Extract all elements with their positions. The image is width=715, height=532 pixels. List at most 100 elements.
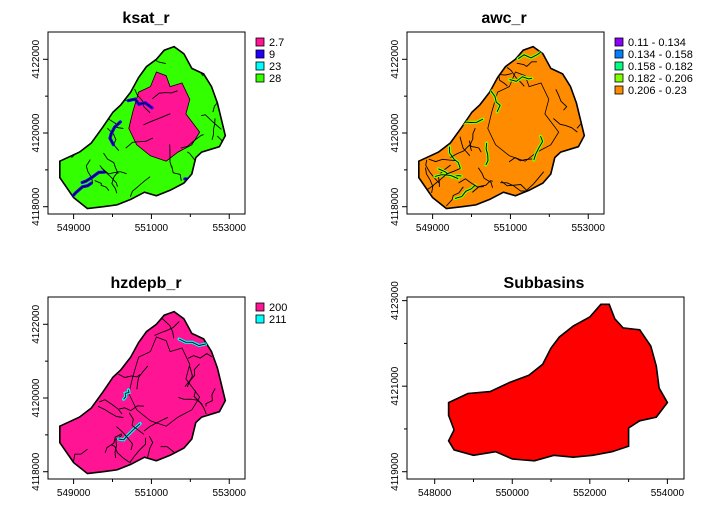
soil-boundary-line [555, 89, 568, 111]
x-tick-label: 551000 [135, 488, 169, 499]
soil-boundary-line [104, 433, 123, 454]
soil-boundary-line [468, 140, 482, 153]
soil-boundary-line [99, 399, 123, 415]
panel-title-subbasins: Subbasins [504, 275, 585, 292]
soil-boundary-line [143, 113, 171, 126]
y-tick-label: 4122000 [31, 39, 42, 78]
soil-boundary-line [553, 118, 578, 133]
legend-swatch [255, 73, 265, 83]
panel-1-plot: 549000 551000 553000 4118000 4120000 4122000 0… [390, 31, 693, 234]
plot-frame [47, 31, 246, 215]
x-tick-label: 549000 [57, 223, 91, 234]
soil-boundary-line [187, 353, 213, 359]
soil-boundary-line [459, 136, 471, 156]
soil-boundary-line [506, 67, 525, 87]
soil-boundary-line [97, 405, 124, 418]
soil-boundary-line [119, 405, 144, 412]
y-tick-label: 4122000 [31, 304, 42, 343]
panel-2-plot: 549000 551000 553000 4118000 4120000 4122000 2… [31, 296, 287, 499]
soil-boundary-line [449, 146, 461, 169]
soil-boundary-line [129, 437, 147, 463]
x-tick-label: 549000 [57, 488, 91, 499]
legend-swatch [614, 61, 624, 71]
y-tick-label: 4119000 [390, 452, 401, 491]
x-tick-label: 548000 [418, 488, 452, 499]
soil-boundary-line [111, 444, 131, 464]
legend-label: 0.206 - 0.23 [628, 85, 687, 97]
soil-boundary-line [425, 159, 440, 184]
x-tick-label: 550000 [496, 488, 530, 499]
soil-boundary-line [434, 174, 459, 180]
soil-boundary-line [454, 184, 476, 199]
legend-label: 0.134 - 0.158 [628, 49, 693, 61]
soil-boundary-line [169, 144, 173, 169]
y-tick-label: 4118000 [390, 187, 401, 226]
y-tick-label: 4120000 [31, 113, 42, 152]
soil-boundary-line [134, 88, 151, 114]
y-tick-label: 4120000 [390, 113, 401, 152]
soil-boundary-line [193, 390, 207, 415]
soil-boundary-line [103, 152, 119, 174]
legend-swatch [255, 61, 265, 71]
soil-boundary-line [146, 435, 154, 461]
legend-swatch [614, 49, 624, 59]
legend-swatch [255, 302, 265, 312]
x-tick-label: 554000 [651, 488, 685, 499]
soil-boundary-line [85, 159, 94, 183]
soil-boundary-line [118, 373, 141, 378]
soil-boundary-line [128, 412, 145, 435]
plot-frame [406, 31, 605, 215]
x-tick-label: 553000 [213, 488, 247, 499]
soil-boundary-line [94, 180, 110, 191]
soil-boundary-line [136, 365, 149, 390]
soil-boundary-line [445, 186, 464, 207]
y-tick-label: 4118000 [31, 452, 42, 491]
soil-boundary-line [111, 171, 119, 194]
y-tick-label: 4118000 [31, 187, 42, 226]
legend-label: 0.11 - 0.134 [628, 37, 686, 49]
y-tick-label: 4121000 [390, 366, 401, 405]
x-tick-label: 551000 [494, 223, 528, 234]
legend-label: 9 [269, 49, 275, 61]
panel-0-plot: 549000 551000 553000 4118000 4120000 4122000 2… [31, 31, 284, 234]
soil-boundary-line [178, 338, 207, 346]
x-tick-label: 551000 [135, 223, 169, 234]
panel-ksat: ksat_r [122, 10, 169, 27]
soil-boundary-line [485, 143, 489, 166]
soil-boundary-line [205, 388, 216, 407]
plot-frame [47, 296, 246, 480]
soil-boundary-line [125, 137, 154, 149]
soil-boundary-line [128, 98, 153, 109]
legend-label: 200 [269, 302, 287, 314]
legend-swatch [614, 73, 624, 83]
soil-boundary-line [433, 167, 461, 186]
y-tick-label: 4123000 [390, 281, 401, 320]
soil-boundary-line [509, 76, 533, 82]
soil-boundary-line [490, 90, 501, 112]
soil-boundary-line [211, 118, 216, 140]
soil-units [418, 48, 585, 207]
soil-boundary-line [428, 158, 456, 163]
legend-swatch [255, 37, 265, 47]
plot-frame [406, 296, 685, 480]
core-unit [128, 336, 201, 427]
soil-boundary-line [123, 389, 130, 400]
soil-boundary-line [184, 365, 193, 387]
panel-awc: awc_r [481, 10, 526, 27]
legend-swatch [614, 85, 624, 95]
soil-boundary-line [170, 165, 182, 181]
x-tick-label: 552000 [573, 488, 607, 499]
legend-label: 211 [269, 314, 287, 326]
soil-boundary-line [500, 182, 528, 192]
soil-boundary-line [82, 171, 105, 183]
y-tick-label: 4120000 [31, 378, 42, 417]
soil-boundary-line [517, 49, 544, 60]
soil-boundary-line [154, 321, 180, 336]
legend-label: 0.182 - 0.206 [628, 73, 693, 85]
panel-hzdepb: hzdepb_r [110, 275, 181, 292]
panel-title-hzdepb: hzdepb_r [110, 275, 181, 292]
soil-boundary-line [116, 426, 133, 451]
soil-boundary-line [200, 114, 222, 130]
panel-title-ksat: ksat_r [122, 10, 169, 27]
soil-boundary-line [516, 61, 537, 67]
